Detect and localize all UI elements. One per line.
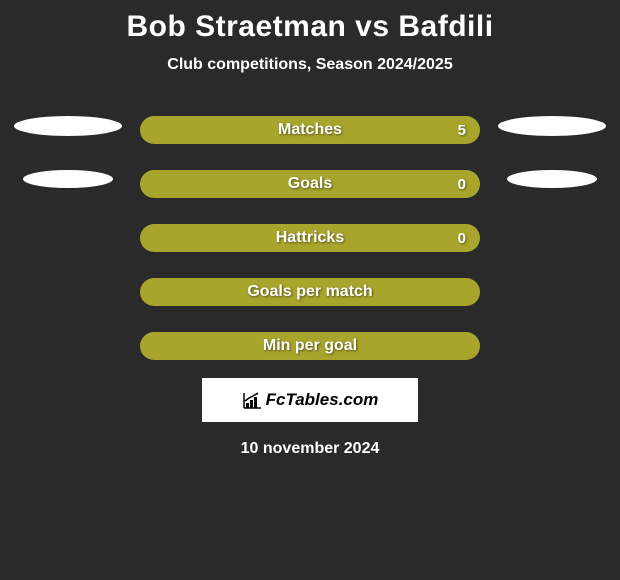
chart-area: Matches 5 Goals 0 Hattricks 0 Goals per … — [0, 116, 620, 360]
bar-label-mpg: Min per goal — [263, 337, 357, 355]
left-ellipse-2 — [23, 170, 113, 188]
bar-goals: Goals 0 — [140, 170, 480, 198]
left-avatar-column — [14, 116, 122, 188]
chart-icon — [242, 391, 262, 409]
logo-text: FcTables.com — [266, 390, 379, 410]
main-container: Bob Straetman vs Bafdili Club competitio… — [0, 0, 620, 458]
right-avatar-column — [498, 116, 606, 188]
date-text: 10 november 2024 — [241, 440, 380, 458]
subtitle: Club competitions, Season 2024/2025 — [167, 56, 452, 74]
bar-label-hattricks: Hattricks — [276, 229, 344, 247]
logo-inner: FcTables.com — [242, 390, 379, 410]
bar-min-per-goal: Min per goal — [140, 332, 480, 360]
bar-hattricks: Hattricks 0 — [140, 224, 480, 252]
bar-value-matches: 5 — [458, 122, 466, 139]
bar-value-hattricks: 0 — [458, 230, 466, 247]
bar-label-matches: Matches — [278, 121, 342, 139]
bar-goals-per-match: Goals per match — [140, 278, 480, 306]
stats-bars: Matches 5 Goals 0 Hattricks 0 Goals per … — [140, 116, 480, 360]
bar-label-goals: Goals — [288, 175, 332, 193]
page-title: Bob Straetman vs Bafdili — [126, 10, 493, 44]
left-ellipse-1 — [14, 116, 122, 136]
bar-value-goals: 0 — [458, 176, 466, 193]
bar-matches: Matches 5 — [140, 116, 480, 144]
logo-box: FcTables.com — [202, 378, 418, 422]
right-ellipse-2 — [507, 170, 597, 188]
bar-label-gpm: Goals per match — [247, 283, 372, 301]
right-ellipse-1 — [498, 116, 606, 136]
